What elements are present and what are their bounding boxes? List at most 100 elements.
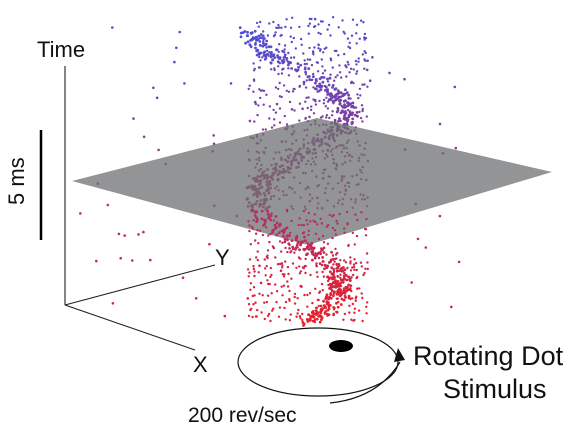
spike-dot <box>309 108 313 112</box>
spike-dot <box>335 283 339 287</box>
spike-dot <box>341 110 345 113</box>
spike-dot <box>212 134 215 137</box>
spike-dot <box>260 51 263 55</box>
spike-dot <box>259 59 262 62</box>
spike-dot <box>339 284 343 288</box>
spike-dot <box>363 83 366 86</box>
spike-dot <box>317 314 321 318</box>
spike-dot <box>309 273 312 277</box>
spike-dot <box>308 292 312 295</box>
spike-dot <box>343 272 346 275</box>
spike-dot <box>291 245 295 249</box>
spike-dot <box>270 51 273 54</box>
spike-dot <box>337 91 340 95</box>
time-slice-plane <box>72 118 552 245</box>
spike-dot <box>336 290 339 294</box>
spike-dot <box>246 297 250 300</box>
spike-dot <box>280 72 284 75</box>
spike-dot <box>262 89 266 93</box>
spike-dot <box>341 291 345 294</box>
spike-dot <box>309 247 313 251</box>
spike-dot <box>320 263 324 267</box>
y-axis-line <box>64 264 216 306</box>
spike-dot <box>307 96 310 99</box>
spike-dot <box>253 29 257 33</box>
spike-dot <box>283 237 287 241</box>
spike-dot <box>246 30 249 34</box>
spike-dot <box>322 102 326 105</box>
spike-dot <box>291 262 295 265</box>
spike-dot <box>276 48 279 51</box>
spike-dot <box>252 303 255 306</box>
spike-dot <box>277 65 280 68</box>
spike-dot <box>338 117 341 121</box>
x-axis-line <box>64 304 196 351</box>
spike-dot <box>356 218 359 222</box>
spike-dot <box>286 250 289 254</box>
spike-dot <box>253 120 256 123</box>
spike-dot <box>292 87 295 91</box>
spike-dot <box>344 64 347 67</box>
spike-dot <box>257 104 260 107</box>
spike-dot <box>318 83 322 87</box>
spike-dot <box>255 216 258 220</box>
spike-dot <box>283 273 286 276</box>
stimulus-label-line2: Stimulus <box>443 374 547 404</box>
spike-dot <box>346 118 349 122</box>
spike-dot <box>262 103 265 106</box>
spike-dot <box>299 257 302 260</box>
spike-dot <box>281 68 284 71</box>
spike-dot <box>290 108 294 111</box>
spike-dot <box>331 110 334 113</box>
spike-dot <box>325 253 328 256</box>
spike-dot <box>333 100 336 103</box>
spike-dot <box>326 107 330 110</box>
spike-dot <box>283 51 286 54</box>
spike-dot <box>285 226 289 230</box>
spike-dot <box>349 269 353 272</box>
spike-dot <box>263 218 267 222</box>
spike-dot <box>365 68 369 72</box>
spike-dot <box>117 232 121 236</box>
spike-dot <box>301 232 305 235</box>
spike-dot <box>331 226 335 230</box>
spike-dot <box>355 276 358 280</box>
spike-dot <box>258 55 261 59</box>
spike-dot <box>249 282 253 285</box>
spike-dot <box>321 260 325 263</box>
spike-dot <box>308 115 311 119</box>
spike-dot <box>298 272 302 275</box>
spike-dot <box>332 268 336 271</box>
spike-dot <box>354 106 358 109</box>
spike-dot <box>335 310 339 314</box>
spike-dot <box>340 266 344 270</box>
spike-dot <box>336 280 340 283</box>
spike-dot <box>266 209 269 213</box>
spike-dot <box>290 219 293 223</box>
spike-dot <box>272 20 275 24</box>
spike-dot <box>345 289 348 293</box>
spike-dot <box>347 63 350 66</box>
spike-dot <box>314 220 317 224</box>
spike-dot <box>131 259 134 262</box>
spike-dot <box>317 256 321 260</box>
spike-dot <box>263 317 266 321</box>
spike-dot <box>330 114 334 117</box>
spike-dot <box>246 34 250 38</box>
spike-dot <box>329 296 333 300</box>
spike-dot <box>335 110 339 114</box>
spike-dot <box>349 81 353 85</box>
spike-dot <box>317 23 320 26</box>
spike-dot <box>259 96 262 100</box>
spike-dot <box>344 274 348 277</box>
spike-dot <box>269 319 272 323</box>
spike-dot <box>322 299 325 303</box>
spike-dot <box>345 91 349 94</box>
spike-dot <box>278 95 282 98</box>
spike-dot <box>337 26 340 29</box>
spike-dot <box>344 88 347 92</box>
spike-dot <box>410 281 414 284</box>
spike-dot <box>278 306 282 309</box>
spike-dot <box>311 319 315 323</box>
spike-dot <box>294 68 297 72</box>
